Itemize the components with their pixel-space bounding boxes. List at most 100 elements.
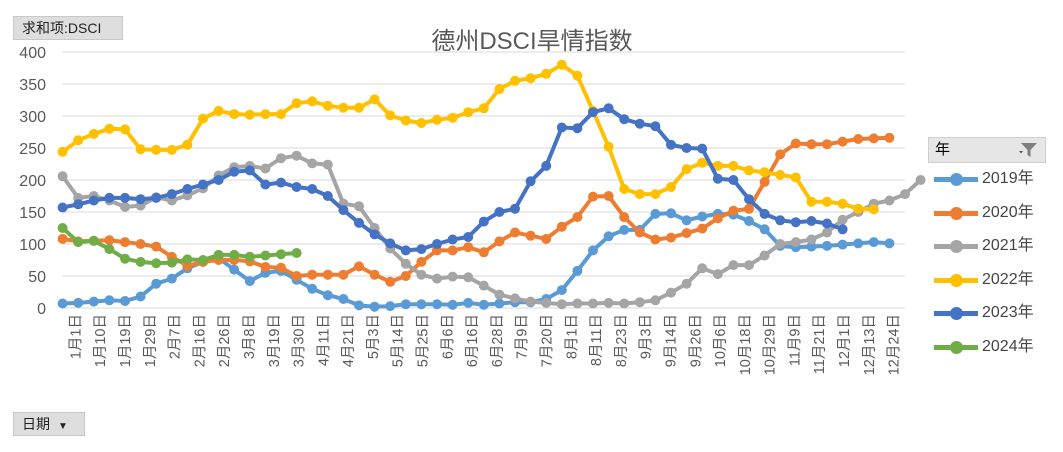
chevron-down-icon: ▼: [58, 421, 68, 432]
y-axis-ticks: 0 50 100 150 200 250 300 350 400: [19, 45, 46, 318]
data-point: [260, 179, 271, 190]
data-point: [213, 105, 224, 116]
data-point: [88, 235, 99, 246]
data-point: [588, 298, 598, 309]
data-point: [432, 114, 442, 125]
data-point: [478, 103, 489, 114]
data-point: [135, 291, 146, 302]
data-point: [463, 232, 474, 242]
data-point: [229, 166, 240, 177]
data-point: [712, 269, 723, 280]
data-point: [541, 233, 552, 244]
data-point: [229, 264, 240, 275]
data-point: [650, 121, 661, 132]
legend-item[interactable]: 2024年: [928, 331, 1046, 365]
date-field-button[interactable]: 日期 ▼: [13, 412, 85, 436]
data-point: [525, 296, 536, 307]
data-point: [634, 227, 645, 238]
data-point: [775, 169, 786, 180]
data-point: [525, 230, 536, 241]
data-point: [57, 202, 68, 213]
data-point: [260, 163, 271, 174]
legend-header[interactable]: 年: [928, 137, 1046, 163]
data-point: [120, 253, 130, 264]
legend-marker: [950, 307, 963, 321]
data-point: [244, 109, 255, 120]
x-tick-label: 6月16日: [465, 314, 481, 367]
data-point: [385, 276, 396, 287]
data-point: [369, 229, 380, 240]
data-point: [494, 289, 505, 300]
date-field-label: 日期: [22, 416, 50, 432]
data-point: [650, 234, 661, 245]
data-point: [307, 184, 318, 194]
data-point: [759, 250, 770, 261]
data-point: [697, 223, 708, 234]
x-tick-label: 5月25日: [416, 314, 432, 367]
data-point: [681, 278, 692, 289]
data-point: [369, 269, 380, 280]
data-point: [759, 167, 770, 178]
data-point: [354, 102, 364, 113]
data-point: [135, 144, 146, 155]
data-point: [151, 144, 162, 155]
data-point: [416, 256, 427, 267]
data-point: [182, 184, 193, 194]
data-point: [541, 297, 552, 308]
data-point: [619, 114, 630, 125]
y-tick-label: 350: [19, 77, 46, 94]
x-tick-label: 3月19日: [267, 314, 283, 367]
data-point: [88, 128, 99, 139]
data-point: [556, 122, 567, 133]
data-point: [229, 109, 240, 120]
legend-item[interactable]: 2019年: [928, 163, 1046, 197]
data-point: [478, 280, 489, 291]
data-point: [728, 205, 739, 216]
x-tick-label: 8月23日: [614, 314, 630, 367]
legend-item[interactable]: 2022年: [928, 264, 1046, 298]
data-point: [744, 203, 754, 214]
data-point: [728, 175, 739, 185]
data-point: [338, 294, 349, 304]
data-point: [494, 236, 505, 247]
data-point: [822, 218, 832, 229]
data-point: [915, 175, 926, 185]
data-point: [494, 84, 505, 95]
data-point: [244, 165, 255, 176]
funnel-filter-icon[interactable]: [1019, 141, 1039, 159]
data-point: [634, 189, 645, 200]
legend-item[interactable]: 2023年: [928, 297, 1046, 331]
data-point: [73, 135, 84, 146]
data-point: [120, 192, 130, 203]
series-line: [60, 226, 299, 266]
data-point: [666, 287, 676, 298]
value-field-button[interactable]: 求和项:DSCI: [13, 16, 123, 40]
data-point: [400, 299, 411, 310]
data-point: [307, 269, 318, 280]
data-point: [291, 271, 302, 281]
data-point: [744, 165, 754, 176]
data-point: [806, 216, 817, 226]
data-point: [853, 238, 864, 249]
data-point: [556, 221, 567, 232]
data-point: [837, 198, 848, 209]
data-point: [322, 159, 333, 170]
data-point: [697, 143, 708, 154]
data-point: [463, 242, 474, 253]
data-point: [73, 297, 84, 308]
data-point: [868, 237, 879, 248]
y-tick-label: 250: [19, 141, 46, 158]
data-point: [120, 237, 130, 248]
data-point: [354, 201, 364, 212]
data-point: [494, 207, 505, 217]
data-point: [697, 157, 708, 168]
data-point: [666, 182, 676, 192]
data-point: [837, 214, 848, 225]
data-point: [244, 251, 255, 262]
legend-item[interactable]: 2020年: [928, 197, 1046, 231]
data-point: [276, 177, 286, 188]
x-tick-label: 7月9日: [515, 314, 531, 359]
legend-item[interactable]: 2021年: [928, 230, 1046, 264]
data-point: [806, 196, 817, 207]
